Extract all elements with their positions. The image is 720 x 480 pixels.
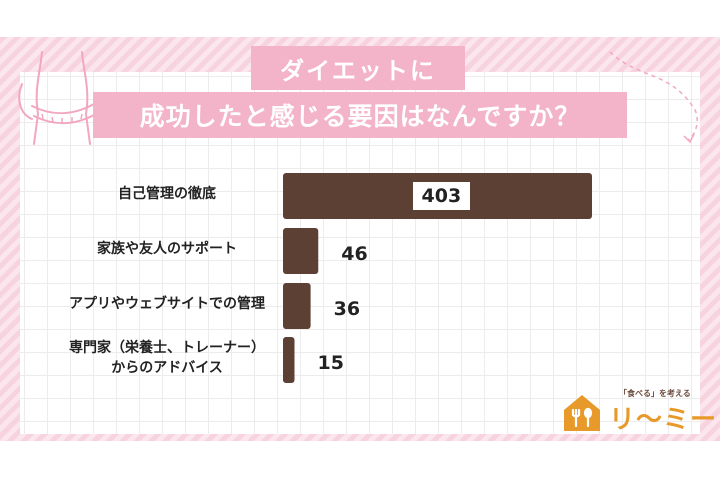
category-label-3: 専門家（栄養士、トレーナー） からのアドバイス bbox=[52, 338, 282, 378]
category-label-line: 家族や友人のサポート bbox=[97, 241, 237, 257]
category-label-1: 家族や友人のサポート bbox=[52, 239, 282, 259]
data-label-2: 36 bbox=[333, 298, 361, 320]
category-label-line: アプリやウェブサイトでの管理 bbox=[69, 296, 265, 312]
category-label-line: 専門家（栄養士、トレーナー） bbox=[69, 340, 265, 356]
chart-title-line-1: ダイエットに bbox=[251, 46, 465, 90]
dashed-curve-decoration bbox=[609, 51, 698, 144]
category-label-line: からのアドバイス bbox=[111, 360, 223, 376]
bar-2 bbox=[283, 283, 311, 329]
house-fork-spoon-icon bbox=[564, 395, 600, 431]
data-label-0: 403 bbox=[412, 182, 471, 210]
category-label-line: 自己管理の徹底 bbox=[118, 186, 216, 202]
data-label-3: 15 bbox=[317, 352, 344, 374]
chart-title-line-2: 成功したと感じる要因はなんですか？ bbox=[93, 92, 627, 138]
bar-1 bbox=[283, 228, 319, 274]
category-label-2: アプリやウェブサイトでの管理 bbox=[52, 294, 282, 314]
data-label-1: 46 bbox=[341, 243, 368, 265]
category-label-0: 自己管理の徹底 bbox=[52, 184, 282, 204]
logo-tagline: 「食べる」を考える bbox=[619, 389, 691, 398]
logo-wordmark: リ〜ミー bbox=[609, 405, 718, 435]
bar-3 bbox=[283, 337, 295, 383]
